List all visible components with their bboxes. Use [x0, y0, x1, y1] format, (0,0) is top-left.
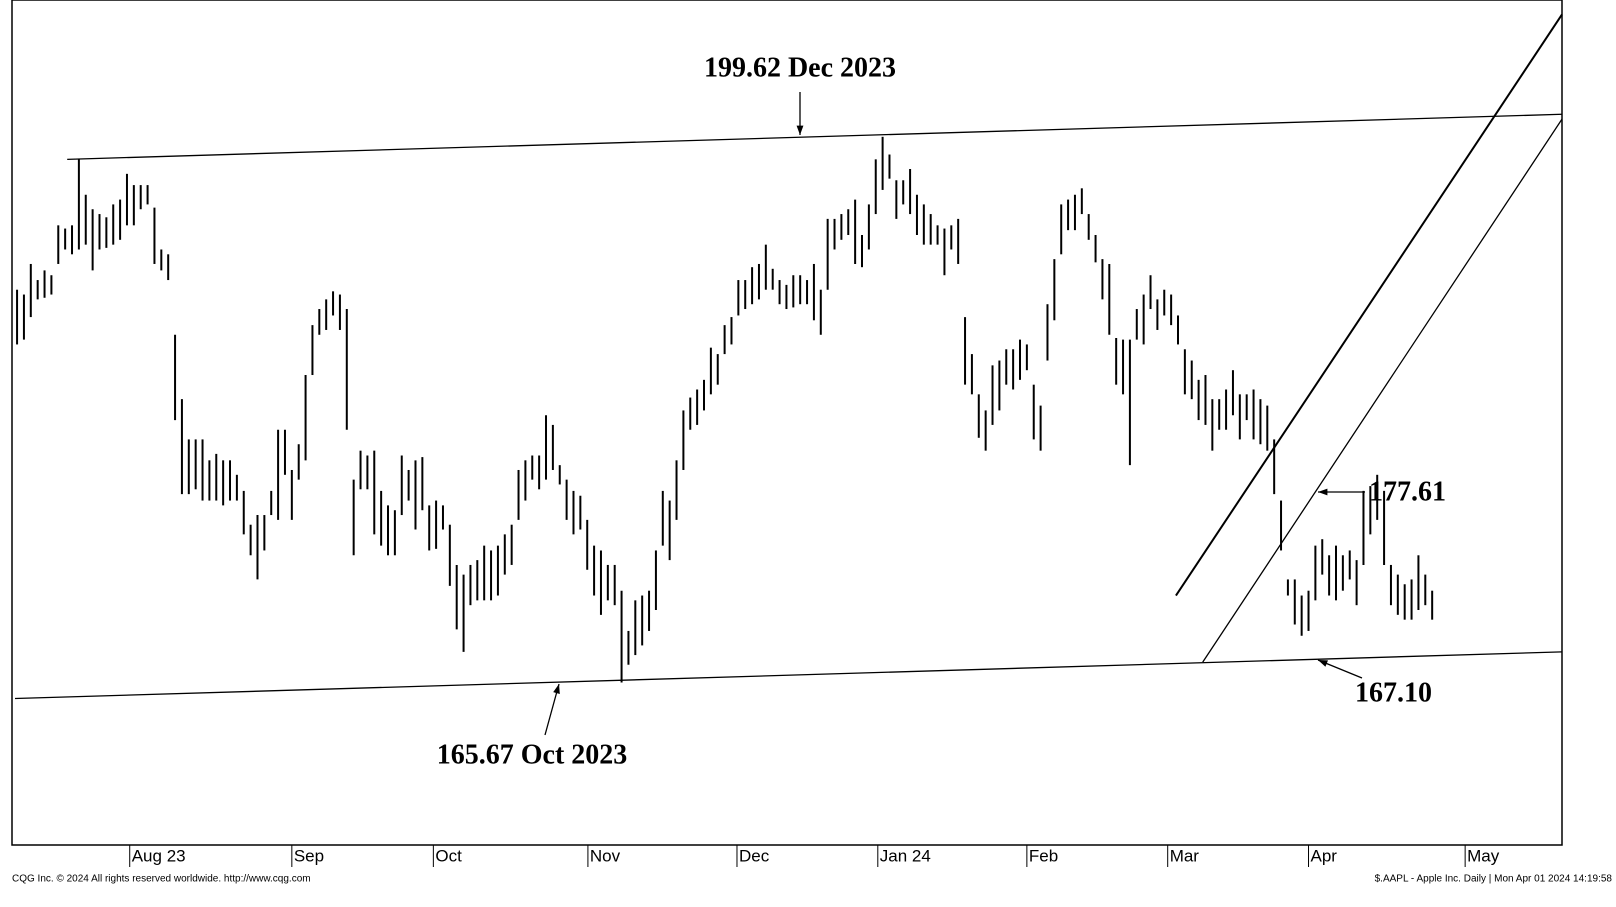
- arrow-head: [796, 125, 804, 135]
- plot-frame: [11, 0, 1563, 846]
- arrow-head: [1318, 488, 1328, 496]
- trend-line: [14, 651, 1563, 700]
- x-tick-label: May: [1467, 846, 1500, 865]
- trend-line: [1202, 118, 1563, 663]
- annotation: 177.61: [1369, 476, 1446, 507]
- annotation: 167.10: [1355, 677, 1432, 708]
- arrow-head: [1318, 660, 1328, 667]
- trend-line: [1175, 13, 1563, 597]
- footer-right: $.AAPL - Apple Inc. Daily | Mon Apr 01 2…: [1375, 874, 1613, 885]
- x-tick-label: Apr: [1311, 846, 1338, 865]
- footer-left: CQG Inc. © 2024 All rights reserved worl…: [12, 874, 311, 885]
- x-tick-label: Feb: [1029, 846, 1058, 865]
- x-tick-label: Nov: [590, 846, 621, 865]
- x-tick-label: Dec: [739, 846, 770, 865]
- arrow-head: [553, 684, 560, 694]
- x-tick-label: Aug 23: [132, 846, 186, 865]
- annotation: 165.67 Oct 2023: [437, 739, 628, 770]
- x-tick-label: Sep: [294, 846, 324, 865]
- trend-line: [67, 113, 1563, 160]
- x-tick-label: Mar: [1170, 846, 1200, 865]
- x-tick-label: Oct: [435, 846, 462, 865]
- x-tick-label: Jan 24: [880, 846, 931, 865]
- annotation: 199.62 Dec 2023: [704, 52, 896, 83]
